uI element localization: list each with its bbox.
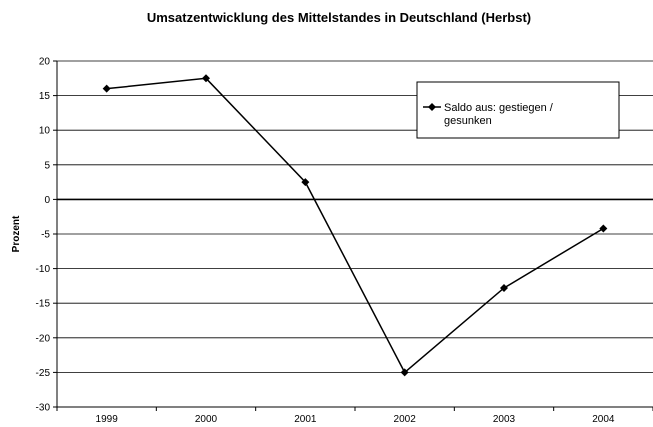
legend-marker: [428, 103, 436, 111]
data-point-2003: [500, 283, 508, 292]
y-tick-label-3: 5: [44, 160, 50, 171]
data-point-2002: [400, 368, 409, 377]
y-tick-label-8: -20: [36, 333, 51, 344]
x-tick-label-2000: 2000: [195, 414, 218, 425]
legend: Saldo aus: gestiegen / gesunken: [416, 81, 620, 139]
y-tick-label-6: -10: [36, 264, 51, 275]
data-point-2004: [599, 224, 608, 233]
y-tick-label-10: -30: [36, 403, 51, 414]
series-line-0: [106, 77, 604, 374]
x-tick-labels: 1999 2000 2001 2002 2003 2004: [96, 414, 615, 425]
y-axis-label: Prozent: [11, 215, 22, 252]
y-tick-labels: 20 15 10 5 0 -5 -10 -15 -20 -25 -30: [36, 57, 51, 414]
data-point-2001: [301, 178, 310, 187]
legend-label-line-2: gesunken: [444, 115, 492, 127]
y-tick-label-1: 15: [39, 91, 51, 102]
y-tick-label-4: 0: [44, 195, 50, 206]
x-tick-label-1999: 1999: [96, 414, 119, 425]
y-tick-label-5: -5: [41, 230, 50, 241]
legend-label-line-1: Saldo aus: gestiegen /: [444, 102, 554, 114]
legend-box: [416, 81, 620, 139]
series-line: [102, 74, 608, 377]
y-tick-label-2: 10: [39, 126, 51, 137]
x-tick-label-2004: 2004: [592, 414, 615, 425]
chart-title: Umsatzentwicklung des Mittelstandes in D…: [147, 10, 531, 25]
data-point-2000: [202, 74, 210, 83]
y-tick-label-7: -15: [36, 299, 51, 310]
y-tick-label-9: -25: [36, 368, 51, 379]
x-tick-label-2002: 2002: [394, 414, 417, 425]
data-point-1999: [102, 84, 111, 93]
y-tick-label-0: 20: [39, 57, 51, 68]
axes: [53, 60, 653, 411]
x-tick-label-2001: 2001: [294, 414, 317, 425]
x-tick-label-2003: 2003: [493, 414, 516, 425]
